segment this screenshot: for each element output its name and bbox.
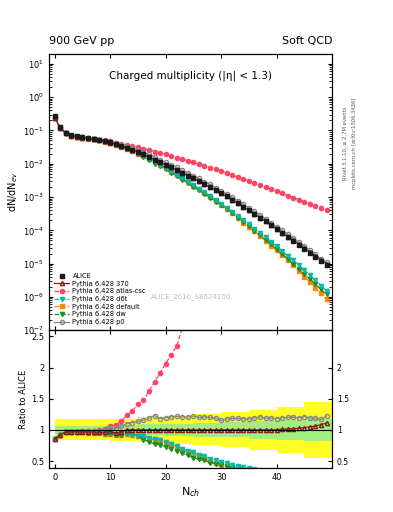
ALICE xyxy=(308,250,312,256)
Text: Soft QCD: Soft QCD xyxy=(282,36,332,46)
ALICE xyxy=(219,190,224,196)
ALICE xyxy=(102,138,107,144)
ALICE xyxy=(58,123,62,130)
ALICE xyxy=(141,152,146,158)
ALICE xyxy=(136,149,140,155)
ALICE xyxy=(108,139,112,145)
Text: 900 GeV pp: 900 GeV pp xyxy=(49,36,114,46)
ALICE xyxy=(241,204,246,210)
ALICE xyxy=(269,222,274,228)
ALICE xyxy=(147,154,151,160)
ALICE xyxy=(130,147,135,153)
ALICE xyxy=(319,258,323,264)
ALICE xyxy=(52,113,57,119)
ALICE xyxy=(180,170,185,176)
ALICE xyxy=(119,142,124,148)
ALICE xyxy=(169,164,174,170)
ALICE xyxy=(285,233,290,240)
ALICE xyxy=(213,187,218,194)
ALICE xyxy=(291,238,296,244)
ALICE xyxy=(324,262,329,268)
ALICE xyxy=(191,176,196,182)
ALICE xyxy=(196,178,201,184)
ALICE xyxy=(235,200,240,206)
ALICE xyxy=(86,135,90,141)
ALICE xyxy=(80,134,85,140)
ALICE xyxy=(257,215,262,221)
ALICE xyxy=(274,226,279,232)
ALICE xyxy=(202,181,207,187)
ALICE xyxy=(185,173,190,179)
ALICE xyxy=(302,246,307,252)
ALICE xyxy=(91,136,96,142)
ALICE xyxy=(296,242,301,248)
ALICE xyxy=(113,141,118,147)
ALICE xyxy=(125,145,129,151)
ALICE xyxy=(69,132,73,138)
Y-axis label: dN/dN$_{ev}$: dN/dN$_{ev}$ xyxy=(7,172,20,212)
ALICE xyxy=(97,137,101,143)
X-axis label: N$_{ch}$: N$_{ch}$ xyxy=(181,485,200,499)
Text: mcplots.cern.ch [arXiv:1306.3436]: mcplots.cern.ch [arXiv:1306.3436] xyxy=(352,98,357,189)
ALICE xyxy=(163,162,168,168)
ALICE xyxy=(252,211,257,217)
ALICE xyxy=(230,197,235,203)
ALICE xyxy=(152,157,157,163)
ALICE xyxy=(174,167,179,173)
Y-axis label: Ratio to ALICE: Ratio to ALICE xyxy=(19,370,28,429)
ALICE xyxy=(63,130,68,136)
ALICE xyxy=(158,159,162,165)
ALICE xyxy=(208,184,212,190)
ALICE xyxy=(263,218,268,224)
Text: Charged multiplicity (|η| < 1.3): Charged multiplicity (|η| < 1.3) xyxy=(109,70,272,81)
ALICE xyxy=(313,254,318,260)
ALICE xyxy=(75,133,79,139)
ALICE xyxy=(224,194,229,200)
Text: ALICE_2010_S8624100: ALICE_2010_S8624100 xyxy=(151,294,231,301)
ALICE xyxy=(246,207,251,214)
Text: Rivet 3.1.10, ≥ 2.7M events: Rivet 3.1.10, ≥ 2.7M events xyxy=(343,106,348,180)
ALICE xyxy=(280,230,285,236)
Legend: ALICE, Pythia 6.428 370, Pythia 6.428 atlas-csc, Pythia 6.428 d6t, Pythia 6.428 : ALICE, Pythia 6.428 370, Pythia 6.428 at… xyxy=(52,271,148,327)
Line: ALICE: ALICE xyxy=(52,113,329,268)
